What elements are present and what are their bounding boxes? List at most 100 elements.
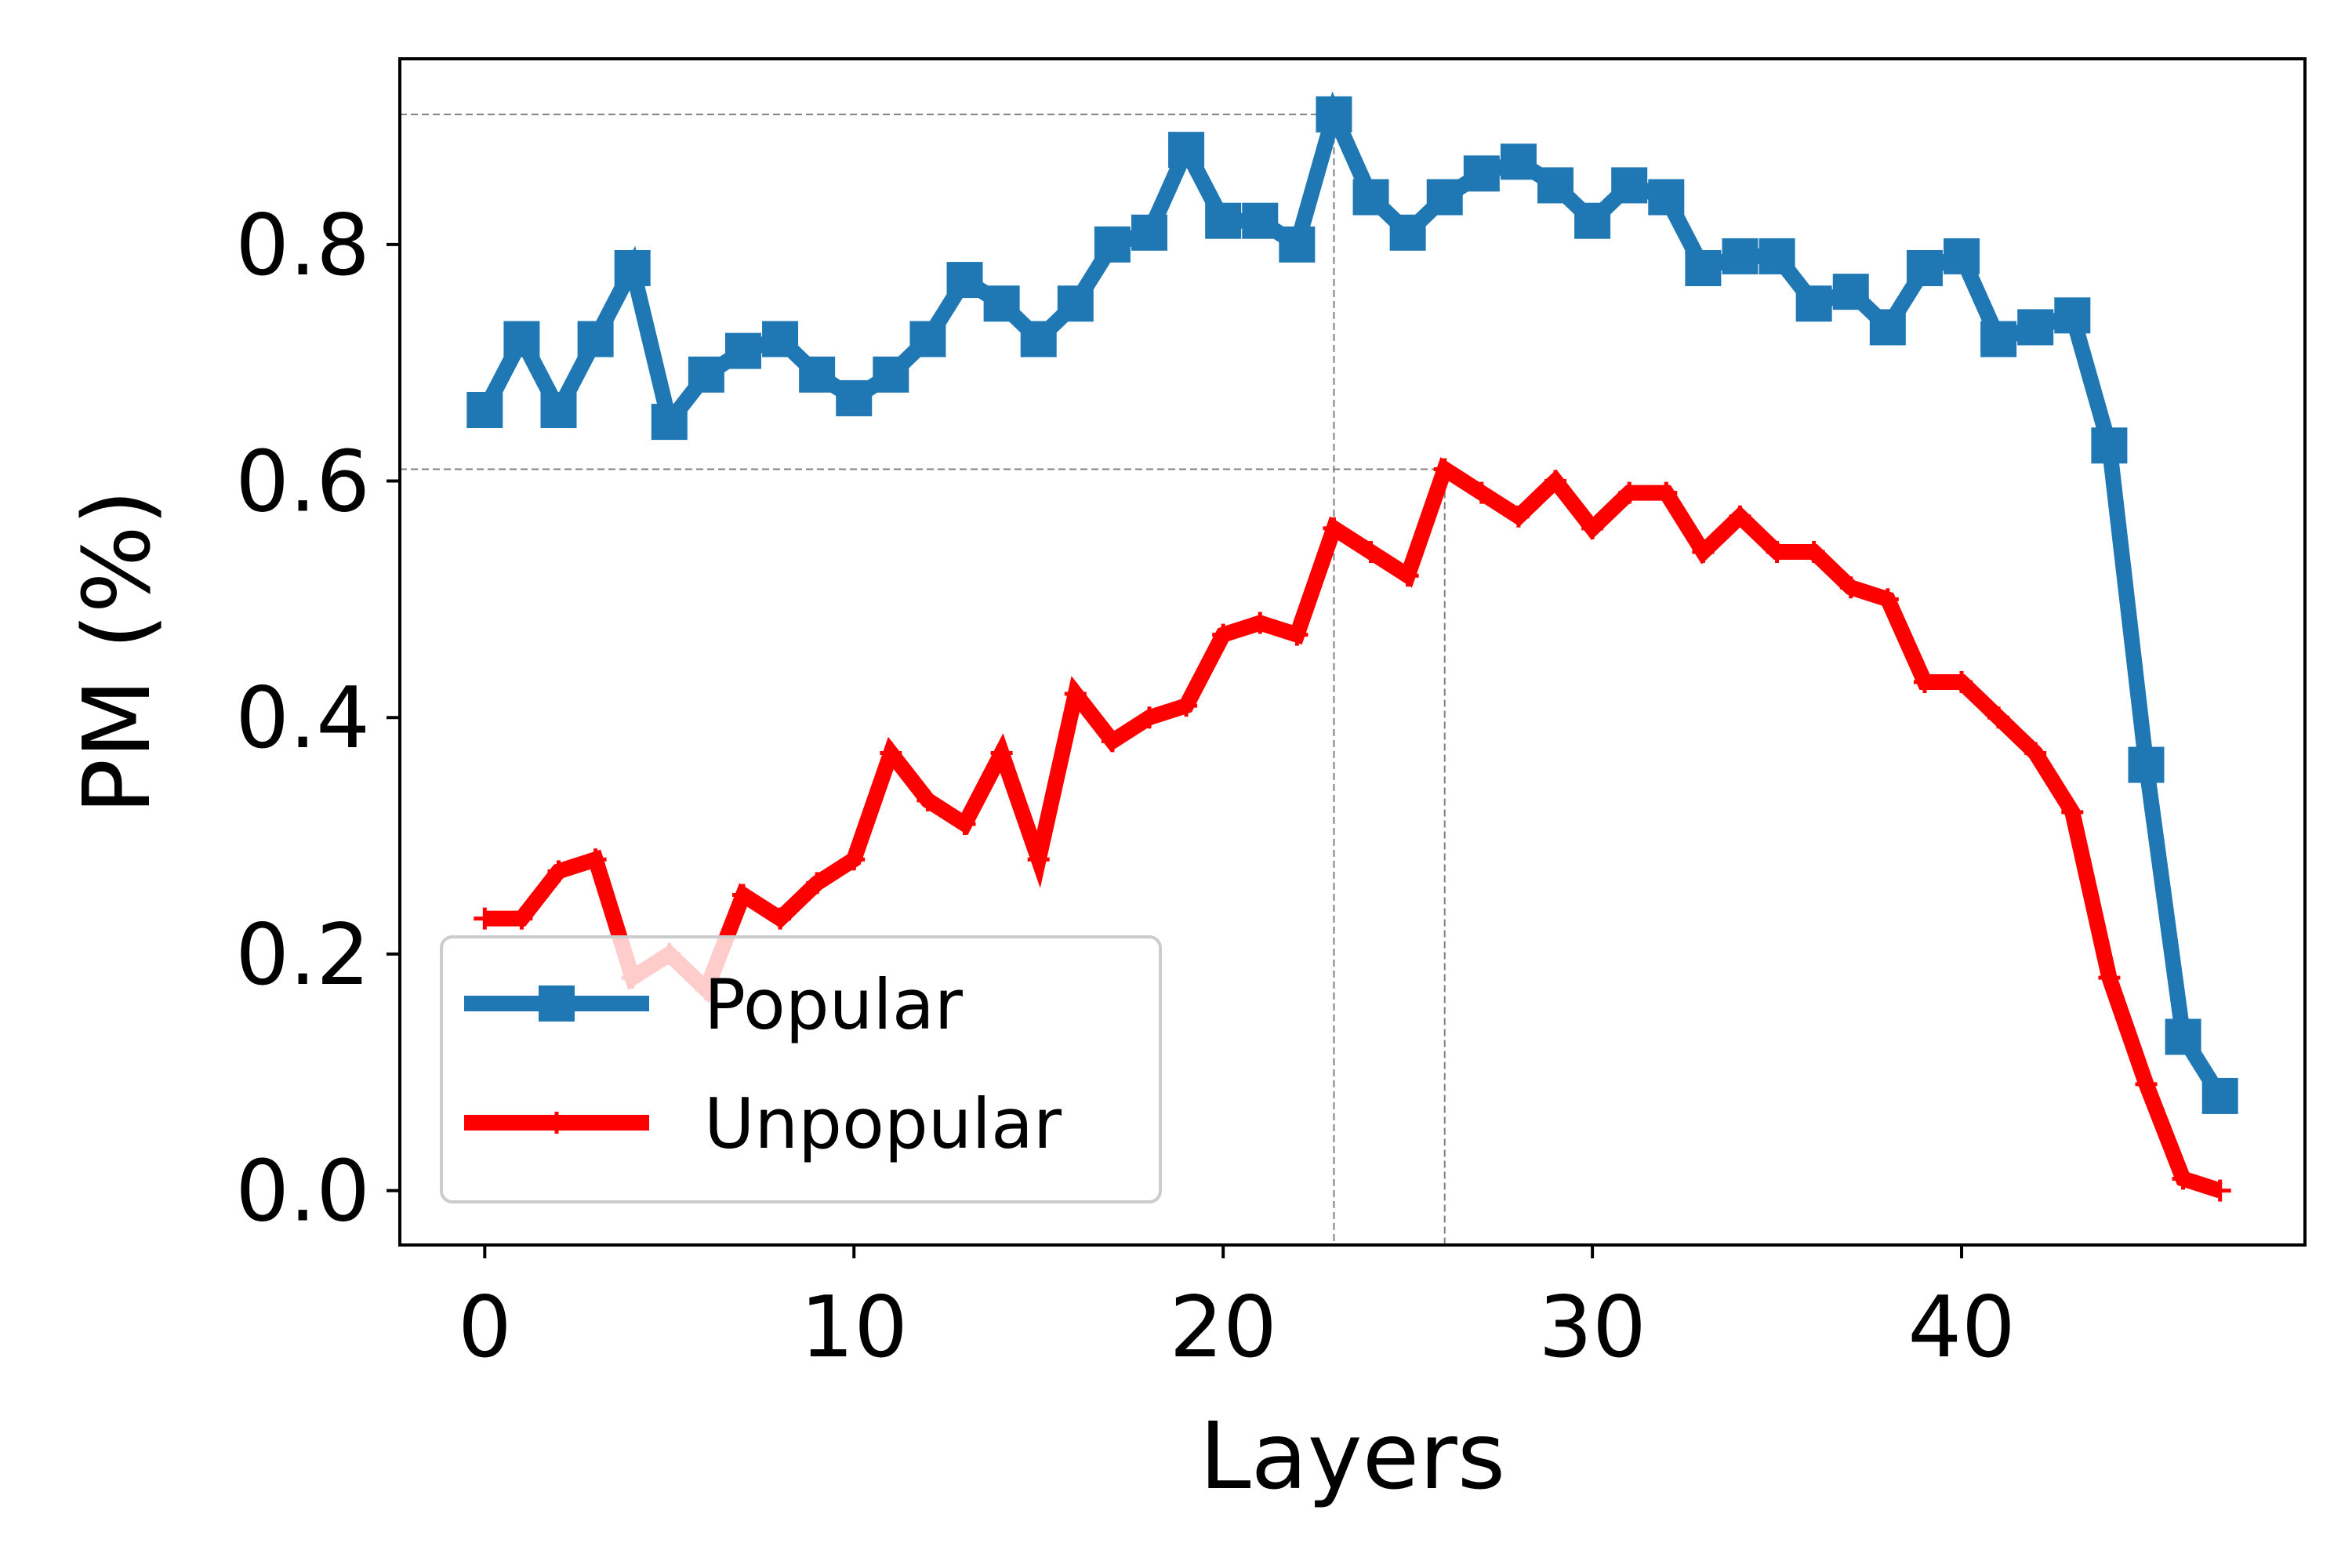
data-point-popular <box>873 356 909 393</box>
data-point-popular <box>540 392 577 429</box>
data-point-unpopular <box>769 907 792 930</box>
data-point-popular <box>651 404 688 441</box>
data-point-popular <box>1944 238 1980 274</box>
data-point-unpopular <box>2098 967 2121 989</box>
data-point-unpopular <box>2172 1167 2194 1190</box>
data-point-popular <box>909 321 946 358</box>
data-point-popular <box>799 356 836 393</box>
data-point-unpopular <box>1064 683 1087 706</box>
data-point-popular <box>762 321 799 358</box>
data-point-unpopular <box>843 848 866 871</box>
y-tick-label: 0.0 <box>235 1143 370 1241</box>
data-point-popular <box>1094 226 1131 263</box>
axis-ticks: 0 10 20 30 40 0.0 0.2 0.4 0.6 0.8 <box>235 197 2016 1377</box>
data-point-popular <box>1352 179 1389 216</box>
legend-label-unpopular: Unpopular <box>704 1083 1062 1164</box>
data-point-popular <box>1205 202 1242 239</box>
data-point-popular <box>2017 309 2054 346</box>
data-point-popular <box>1463 155 1500 192</box>
data-point-unpopular <box>2061 800 2084 823</box>
data-point-unpopular <box>1212 623 1235 646</box>
data-point-unpopular <box>953 812 976 835</box>
legend-label-popular: Popular <box>704 964 964 1045</box>
x-tick-label: 10 <box>800 1279 908 1377</box>
plot-frame <box>398 57 2307 1247</box>
data-point-unpopular <box>1433 458 1456 481</box>
y-tick-label: 0.8 <box>235 197 370 295</box>
legend-marker-popular <box>539 985 575 1022</box>
data-point-unpopular <box>1286 623 1308 646</box>
data-point-unpopular <box>880 742 902 764</box>
x-axis-title: Layers <box>1200 1402 1505 1510</box>
data-point-popular <box>577 321 614 358</box>
data-point-popular <box>1685 250 1722 286</box>
data-point-unpopular <box>990 742 1013 764</box>
data-point-popular <box>1279 226 1316 263</box>
series-lines <box>466 91 2238 1202</box>
data-point-popular <box>1611 167 1648 204</box>
data-point-unpopular <box>1839 576 1862 599</box>
data-point-popular <box>1869 309 1906 346</box>
data-point-unpopular <box>1101 730 1123 753</box>
x-tick-label: 30 <box>1538 1279 1646 1377</box>
data-point-popular <box>2201 1077 2238 1114</box>
data-point-unpopular <box>1470 481 1493 504</box>
data-point-unpopular <box>1544 470 1567 492</box>
data-point-popular <box>466 392 503 429</box>
data-point-popular <box>1648 179 1685 216</box>
data-point-popular <box>1057 285 1094 322</box>
data-point-unpopular <box>1618 481 1641 504</box>
x-tick-label: 20 <box>1169 1279 1276 1377</box>
reference-lines <box>400 113 1446 1245</box>
data-point-unpopular <box>1655 481 1678 504</box>
data-point-unpopular <box>1249 612 1272 634</box>
data-point-unpopular <box>1175 695 1198 717</box>
data-point-unpopular <box>1987 706 2010 729</box>
data-point-popular <box>1722 238 1759 274</box>
y-tick-label: 0.2 <box>235 906 370 1004</box>
data-point-popular <box>1759 238 1795 274</box>
x-tick-label: 40 <box>1907 1279 2015 1377</box>
data-point-unpopular <box>2024 742 2047 764</box>
y-axis-title: PM (%) <box>63 489 171 815</box>
data-point-popular <box>983 285 1020 322</box>
data-point-popular <box>1242 202 1279 239</box>
data-point-unpopular <box>1766 541 1788 564</box>
y-tick-label: 0.4 <box>235 670 370 768</box>
y-tick-label: 0.6 <box>235 434 370 532</box>
data-point-popular <box>1537 167 1574 204</box>
data-point-popular <box>688 356 724 393</box>
data-point-popular <box>1574 202 1611 239</box>
data-point-popular <box>2091 427 2128 464</box>
data-point-unpopular <box>1581 517 1604 539</box>
data-point-unpopular <box>547 860 570 883</box>
data-point-unpopular <box>1138 706 1160 729</box>
data-point-unpopular <box>916 789 939 811</box>
data-point-popular <box>724 332 761 369</box>
data-point-popular <box>1389 214 1426 251</box>
data-point-popular <box>1500 143 1537 180</box>
data-point-popular <box>836 379 873 416</box>
data-point-unpopular <box>1876 588 1899 611</box>
data-point-popular <box>2165 1018 2201 1055</box>
data-point-unpopular <box>1027 848 1050 871</box>
x-tick-label: 0 <box>458 1279 512 1377</box>
data-point-popular <box>1020 321 1057 358</box>
legend-marker-unpopular <box>546 1112 568 1134</box>
data-point-popular <box>2054 297 2091 334</box>
data-point-unpopular <box>2209 1179 2231 1202</box>
data-point-popular <box>1832 274 1869 310</box>
data-point-popular <box>614 250 651 286</box>
data-point-popular <box>1168 132 1205 169</box>
legend: Popular Unpopular <box>440 935 1162 1203</box>
data-point-unpopular <box>1507 505 1530 528</box>
data-point-unpopular <box>1802 541 1825 564</box>
data-point-popular <box>1426 179 1463 216</box>
data-point-unpopular <box>1913 670 1936 693</box>
data-point-popular <box>1131 214 1167 251</box>
data-point-popular <box>1316 96 1352 132</box>
data-point-unpopular <box>2135 1073 2158 1095</box>
data-point-unpopular <box>1951 670 1973 693</box>
data-point-unpopular <box>1692 541 1715 564</box>
